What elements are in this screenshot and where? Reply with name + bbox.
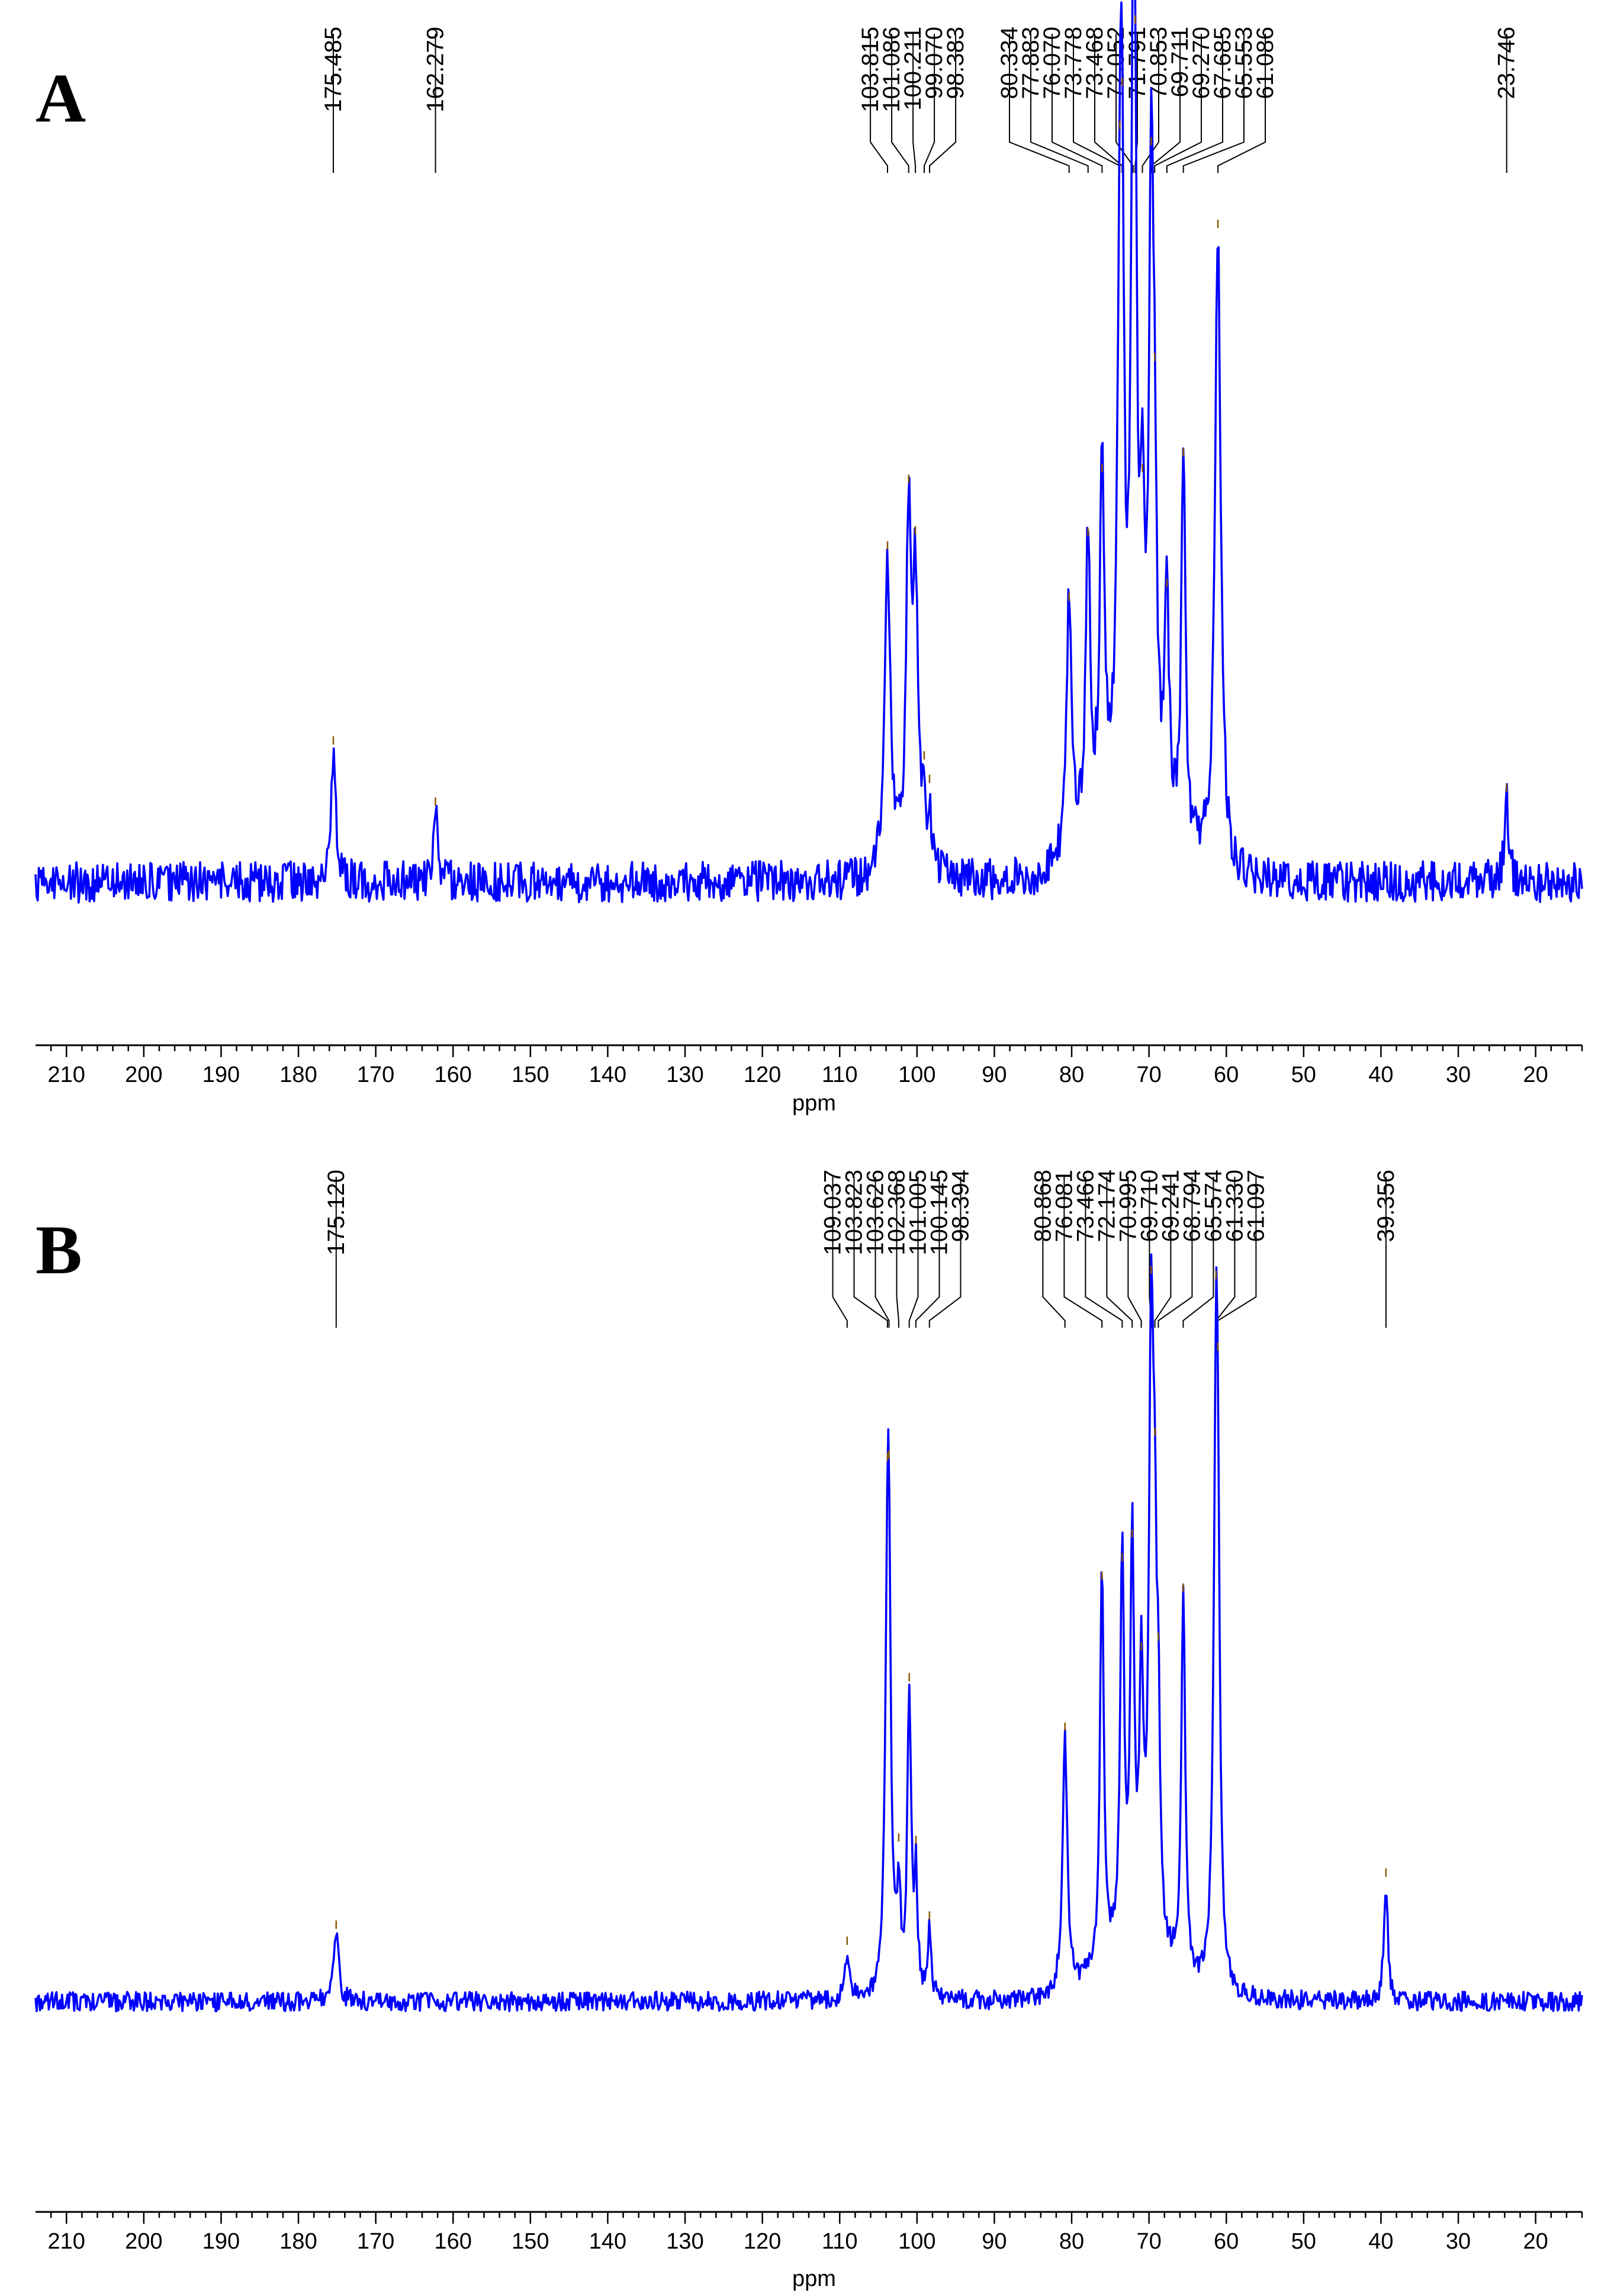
x-tick-label: 120 bbox=[744, 2229, 781, 2254]
x-tick-label: 30 bbox=[1446, 2229, 1471, 2254]
x-tick-label: 80 bbox=[1059, 2229, 1084, 2254]
peak-label-leader bbox=[912, 34, 917, 173]
peak-label-leader bbox=[1182, 1177, 1214, 1328]
peak-label-leader bbox=[924, 34, 935, 173]
peak-label-leader bbox=[1009, 34, 1070, 173]
x-tick-label: 210 bbox=[47, 2229, 85, 2254]
peak-label-leader bbox=[1042, 1177, 1066, 1328]
x-axis-title-b: ppm bbox=[792, 2266, 836, 2291]
peak-label-leader bbox=[1085, 1177, 1123, 1328]
peak-label-leader bbox=[874, 1177, 890, 1328]
x-tick-label: 160 bbox=[434, 1062, 471, 1087]
x-tick-label: 190 bbox=[202, 2229, 240, 2254]
peak-label-leader bbox=[1154, 1177, 1172, 1328]
x-tick-label: 90 bbox=[982, 1062, 1007, 1087]
peak-label-leader bbox=[915, 1177, 940, 1328]
x-tick-label: 150 bbox=[512, 2229, 549, 2254]
x-tick-label: 200 bbox=[125, 1062, 162, 1087]
x-tick-label: 160 bbox=[434, 2229, 471, 2254]
peak-label-leader bbox=[1154, 34, 1202, 173]
x-tick-label: 130 bbox=[666, 1062, 703, 1087]
x-tick-label: 140 bbox=[589, 2229, 626, 2254]
peak-label-leader bbox=[1030, 34, 1089, 173]
x-tick-label: 140 bbox=[589, 1062, 626, 1087]
peak-label-leader bbox=[1127, 1177, 1142, 1328]
x-tick-label: 110 bbox=[822, 1062, 858, 1087]
x-tick-label: 150 bbox=[512, 1062, 549, 1087]
x-tick-label: 20 bbox=[1523, 2229, 1548, 2254]
spectrum-panel-a: A 175.485 162.279 103.815101.086100.21199.… bbox=[34, 0, 1583, 1116]
x-tick-label: 170 bbox=[357, 1062, 394, 1087]
peak-label-leader bbox=[1115, 34, 1134, 173]
x-tick-label: 110 bbox=[822, 2229, 858, 2254]
peak-label-leader bbox=[1157, 1177, 1193, 1328]
peak-label-leader bbox=[870, 34, 888, 173]
x-tick-label: 40 bbox=[1368, 2229, 1393, 2254]
x-tick-label: 180 bbox=[279, 1062, 317, 1087]
peak-marker-group-b bbox=[335, 1266, 1387, 1945]
x-tick-label: 40 bbox=[1368, 1062, 1393, 1087]
x-axis-title-a: ppm bbox=[792, 1091, 836, 1116]
x-tick-label: 60 bbox=[1214, 2229, 1239, 2254]
x-tick-label: 100 bbox=[898, 1062, 935, 1087]
x-tick-label: 170 bbox=[357, 2229, 394, 2254]
x-tick-label: 70 bbox=[1136, 1062, 1161, 1087]
peak-label-leader bbox=[891, 34, 909, 173]
peak-label-group-a: 175.485 162.279 103.815101.086100.21199.07… bbox=[320, 27, 1520, 173]
x-tick-label: 130 bbox=[666, 2229, 703, 2254]
peak-label-leader bbox=[1063, 1177, 1103, 1328]
peak-label-leader bbox=[1166, 34, 1223, 173]
peak-label-leader bbox=[1217, 34, 1266, 173]
x-tick-label: 80 bbox=[1059, 1062, 1084, 1087]
peak-label-leader bbox=[896, 1177, 899, 1328]
x-axis-a: 210 200 190 180 170 160 150 140 130 120 110 100 90 80… bbox=[36, 1044, 1583, 1087]
peak-label-leader bbox=[1106, 1177, 1133, 1328]
spectrum-trace-b bbox=[34, 1253, 1583, 2012]
x-tick-label: 50 bbox=[1291, 2229, 1316, 2254]
x-tick-label: 210 bbox=[47, 1062, 85, 1087]
panel-label-b: B bbox=[36, 1211, 82, 1289]
x-tick-label: 60 bbox=[1214, 1062, 1239, 1087]
peak-marker-group-a bbox=[332, 15, 1507, 806]
peak-label-leader bbox=[853, 1177, 888, 1328]
x-tick-label: 50 bbox=[1291, 1062, 1316, 1087]
peak-label-leader bbox=[1052, 34, 1103, 173]
panel-label-a: A bbox=[36, 59, 86, 137]
x-tick-label: 180 bbox=[279, 2229, 317, 2254]
x-tick-label: 30 bbox=[1446, 1062, 1471, 1087]
peak-label-leader bbox=[929, 34, 957, 173]
x-tick-label: 200 bbox=[125, 2229, 162, 2254]
peak-label-group-b: 175.120 109.037103.823103.626102.368101.0… bbox=[323, 1170, 1399, 1328]
peak-label-leader bbox=[928, 1177, 962, 1328]
peak-label-leader bbox=[908, 1177, 919, 1328]
x-tick-label: 100 bbox=[898, 2229, 935, 2254]
x-axis-b: 210 200 190 180 170 160 150 140 130 120 110 100 90 80… bbox=[36, 2211, 1583, 2254]
spectrum-panel-b: B 175.120 109.037103.823103.626102.368101… bbox=[34, 1170, 1583, 2291]
x-tick-label: 20 bbox=[1523, 1062, 1548, 1087]
x-tick-label: 120 bbox=[744, 1062, 781, 1087]
spectrum-trace-a bbox=[34, 0, 1583, 904]
peak-label-leader bbox=[832, 1177, 848, 1328]
x-tick-label: 90 bbox=[982, 2229, 1007, 2254]
peak-label-leader bbox=[1182, 34, 1245, 173]
x-tick-label: 190 bbox=[202, 1062, 240, 1087]
x-tick-label: 70 bbox=[1136, 2229, 1161, 2254]
